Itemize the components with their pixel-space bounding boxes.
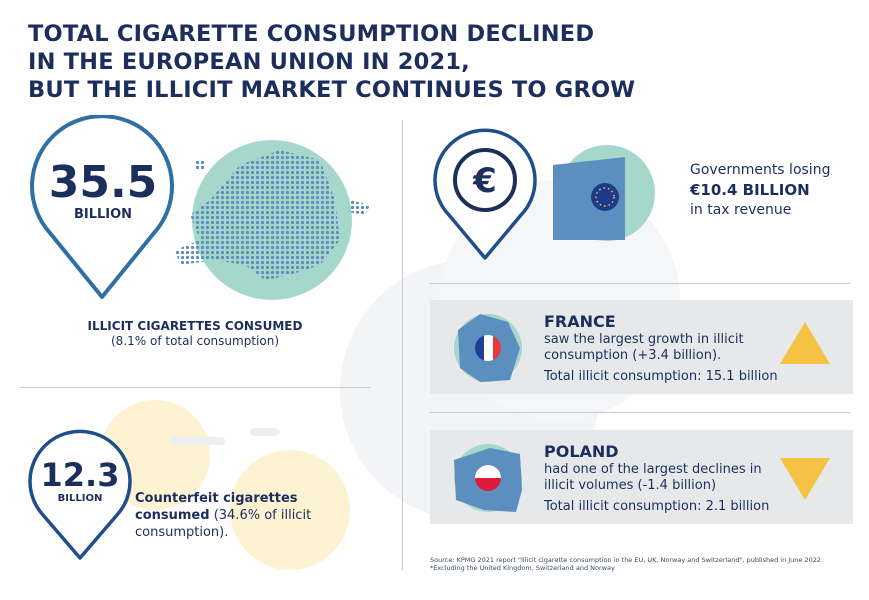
tax-text: Governments losing €10.4 BILLION in tax …	[690, 162, 831, 218]
counterfeit-label: Counterfeit cigarettes consumed (34.6% o…	[135, 491, 312, 540]
country-name: FRANCE	[544, 312, 616, 331]
illicit-unit: BILLION	[73, 207, 133, 222]
eu-building-icon	[553, 145, 655, 241]
trend-down-icon	[780, 458, 830, 500]
euro-icon: €	[433, 128, 537, 260]
source-note: Source: KPMG 2021 report "Illicit cigare…	[430, 556, 824, 572]
europe-map-icon	[175, 140, 370, 300]
right-divider-2	[430, 412, 850, 413]
country-name: POLAND	[544, 442, 619, 461]
country-total: Total illicit consumption: 15.1 billion	[544, 369, 778, 384]
country-desc: had one of the largest declines in illic…	[544, 462, 762, 493]
page-title: TOTAL CIGARETTE CONSUMPTION DECLINED IN …	[28, 21, 636, 103]
location-pin-icon	[30, 115, 174, 299]
country-panel-france: FRANCE saw the largest growth in illicit…	[430, 300, 853, 394]
right-divider-1	[430, 283, 850, 284]
illicit-sub: (8.1% of total consumption)	[111, 334, 279, 348]
left-divider	[20, 387, 370, 388]
country-desc: saw the largest growth in illicit consum…	[544, 332, 744, 363]
trend-up-icon	[780, 322, 830, 364]
illicit-label: ILLICIT CIGARETTES CONSUMED	[87, 319, 303, 333]
poland-flag-icon	[454, 444, 522, 512]
vertical-divider	[402, 120, 403, 570]
illicit-value: 35.5	[48, 157, 158, 208]
location-pin-icon	[28, 429, 132, 560]
svg-text:€: €	[472, 161, 497, 201]
country-total: Total illicit consumption: 2.1 billion	[544, 499, 770, 514]
country-panel-poland: POLAND had one of the largest declines i…	[430, 430, 853, 524]
france-flag-icon	[454, 314, 522, 382]
counterfeit-value: 12.3	[40, 456, 120, 494]
counterfeit-unit: BILLION	[57, 493, 103, 504]
